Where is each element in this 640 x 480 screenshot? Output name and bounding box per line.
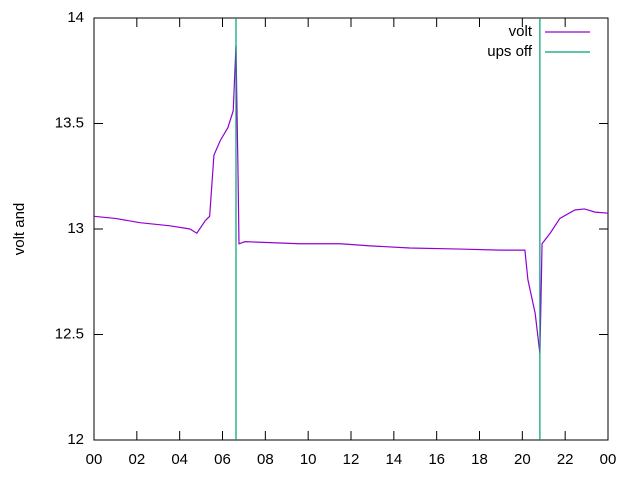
line-series: [235, 18, 541, 440]
x-tick-label: 10: [300, 451, 317, 468]
x-tick-label: 20: [514, 451, 531, 468]
line-series: [93, 45, 609, 354]
x-tick-label: 22: [557, 451, 574, 468]
legend-label: volt: [509, 23, 533, 40]
x-tick-label: 00: [86, 451, 103, 468]
x-tick-label: 02: [128, 451, 145, 468]
x-tick-label: 04: [171, 451, 188, 468]
x-tick-label: 00: [600, 451, 617, 468]
x-tick-label: 16: [428, 451, 445, 468]
x-tick-label: 06: [214, 451, 231, 468]
x-tick-label: 08: [257, 451, 274, 468]
y-tick-label: 13.5: [55, 114, 84, 131]
y-axis-label: volt and: [11, 203, 28, 256]
y-tick-label: 12: [67, 431, 84, 448]
y-tick-label: 12.5: [55, 325, 84, 342]
x-tick-label: 14: [385, 451, 402, 468]
legend-label: ups off: [487, 43, 533, 60]
x-tick-label: 12: [343, 451, 360, 468]
y-tick-label: 13: [67, 220, 84, 237]
y-tick-label: 14: [67, 9, 84, 26]
plot-frame: [93, 17, 609, 441]
x-tick-label: 18: [471, 451, 488, 468]
